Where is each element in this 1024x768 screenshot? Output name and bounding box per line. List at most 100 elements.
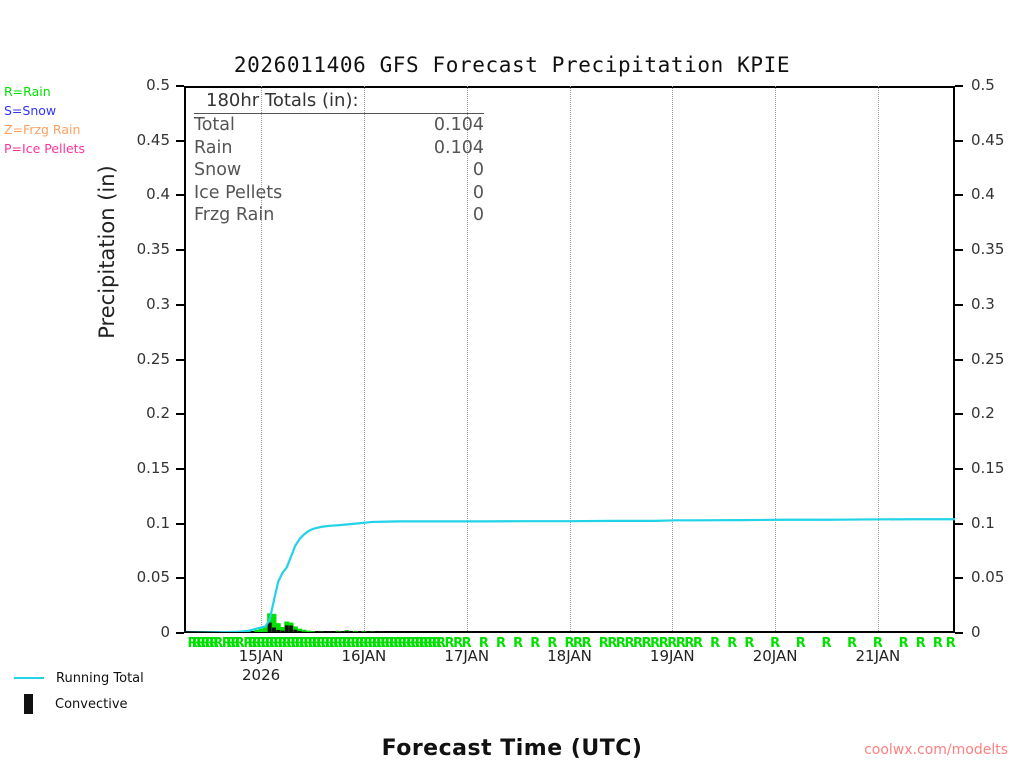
convective-bar (284, 625, 289, 633)
gridline-16JAN (363, 86, 365, 633)
y-tick-mark-left (176, 522, 184, 525)
legend-item-bar: Convective (14, 691, 194, 717)
ptype-legend-item-3: P=Ice Pellets (4, 141, 86, 156)
precip-type-legend: R=Rain S=Snow Z=Frzg Rain P=Ice Pellets (4, 82, 154, 158)
ptype-marker-rain: R (821, 636, 832, 651)
ptype-marker-rain: R (667, 636, 678, 651)
ptype-marker-rain: R (727, 636, 738, 651)
ptype-marker-rain: R (367, 636, 378, 651)
totals-label: Frzg Rain (194, 205, 275, 226)
legend-label: Convective (55, 696, 128, 712)
ptype-marker-rain: R (294, 636, 305, 651)
ptype-marker-rain: R (380, 636, 391, 651)
y-tick-left-0.35: 0.35 (136, 240, 170, 259)
ptype-marker-rain: R (615, 636, 626, 651)
ptype-marker-rain: R (684, 636, 695, 651)
y-tick-right-0.15: 0.15 (971, 458, 1005, 477)
y-tick-right-0.2: 0.2 (971, 404, 995, 423)
y-tick-mark-left (176, 358, 184, 361)
y-tick-mark-right (955, 249, 963, 252)
ptype-marker-rain: R (247, 636, 258, 651)
x-tick-20JAN: 20JAN (752, 647, 798, 665)
y-tick-left-0.1: 0.1 (146, 513, 170, 532)
ptype-marker-rain: R (277, 636, 288, 651)
totals-row: Rain 0.104 (194, 137, 484, 160)
ptype-marker-rain: R (333, 636, 344, 651)
ptype-marker-rain: R (692, 636, 704, 651)
ptype-marker-rain: R (307, 636, 318, 651)
totals-row: Frzg Rain 0 (194, 204, 484, 227)
ptype-marker-rain: R (418, 636, 429, 651)
ptype-marker-rain: R (607, 636, 618, 651)
ptype-marker-rain: R (196, 636, 207, 651)
totals-row: Total 0.104 (194, 114, 484, 137)
totals-row: Ice Pellets 0 (194, 182, 484, 205)
ptype-marker-rain: R (530, 636, 541, 651)
ptype-marker-rain: R (898, 636, 909, 651)
ptype-marker-rain: R (710, 636, 721, 651)
ptype-marker-rain: R (495, 636, 506, 651)
y-tick-mark-right (955, 303, 963, 306)
gridline-18JAN (569, 86, 571, 633)
site-watermark: coolwx.com/modelts (864, 742, 1008, 758)
ptype-marker-rain: R (650, 636, 661, 651)
ptype-marker-rain: R (354, 636, 365, 651)
ptype-marker-rain: R (358, 636, 369, 651)
y-tick-mark-right (955, 522, 963, 525)
ptype-marker-rain: R (221, 636, 232, 651)
ptype-marker-rain: R (513, 636, 524, 651)
y-tick-mark-left (176, 139, 184, 142)
precip-bar (301, 629, 307, 633)
y-tick-mark-left (176, 303, 184, 306)
convective-bar (271, 627, 276, 633)
y-tick-mark-right (955, 577, 963, 580)
ptype-marker-rain: R (204, 636, 215, 651)
y-tick-mark-left (176, 632, 184, 634)
totals-label: Rain (194, 137, 233, 158)
y-tick-mark-left (176, 194, 184, 197)
ptype-marker-rain: R (324, 636, 335, 651)
totals-label: Total (194, 115, 235, 135)
totals-rows: Total 0.104 Rain 0.104 Snow 0 Ice Pellets 0 Frzg… (194, 114, 484, 227)
ptype-marker-rain: R (675, 636, 686, 651)
totals-value: 0 (472, 182, 484, 203)
gridline-21JAN (877, 86, 879, 633)
ptype-marker-rain: R (341, 636, 352, 651)
ptype-marker-rain: R (273, 636, 284, 651)
ptype-marker-rain: R (397, 636, 408, 651)
totals-title: 180hr Totals (in): (194, 90, 484, 114)
gridline-15JAN (261, 86, 263, 633)
ptype-marker-rain: R (453, 636, 464, 651)
y-tick-mark-right (955, 467, 963, 470)
ptype-marker-rain: R (346, 636, 357, 651)
y-tick-mark-right (955, 139, 963, 142)
ptype-marker-rain: R (847, 636, 858, 651)
y-tick-left-0.2: 0.2 (146, 404, 170, 423)
ptype-marker-rain: R (393, 636, 404, 651)
ptype-marker-rain: R (187, 636, 198, 651)
ptype-marker-rain: R (932, 636, 943, 651)
ptype-marker-rain: R (795, 636, 806, 651)
legend-line-swatch (14, 677, 44, 679)
ptype-marker-rain: R (945, 636, 956, 651)
y-tick-right-0.35: 0.35 (971, 240, 1005, 259)
ptype-marker-rain: R (573, 636, 584, 651)
ptype-marker-rain: R (363, 636, 374, 651)
precip-bar (275, 623, 281, 633)
y-tick-left-0: 0 (160, 623, 170, 641)
ptype-marker-rain: R (208, 636, 219, 651)
ptype-marker-rain: R (564, 636, 575, 651)
precip-bar (271, 613, 277, 633)
ptype-marker-rain: R (191, 636, 202, 651)
ptype-legend-item-0: R=Rain (4, 84, 51, 99)
y-tick-left-0.25: 0.25 (136, 349, 170, 368)
precip-bar (297, 628, 303, 633)
x-tick-year: 2026 (242, 666, 281, 684)
ptype-marker-rain: R (401, 636, 412, 651)
ptype-marker-rain: R (658, 636, 669, 651)
legend-bar-swatch (24, 694, 33, 714)
ptype-marker-rain: R (281, 636, 292, 651)
y-tick-left-0.15: 0.15 (136, 458, 170, 477)
